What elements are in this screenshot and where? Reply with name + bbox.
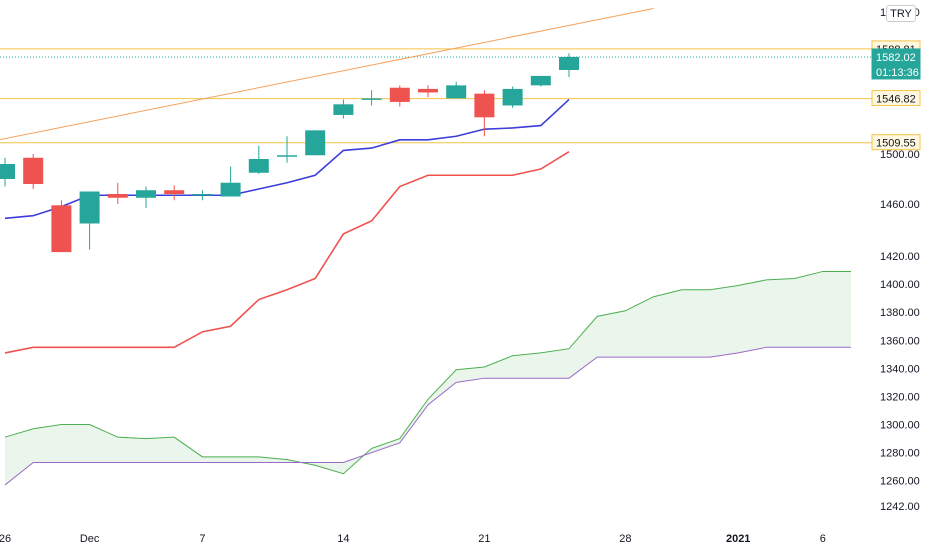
candle-body [248,159,269,173]
candle [418,85,438,98]
candle-body [51,205,72,253]
leading-span-b-line [4,346,851,486]
candle-body [530,75,551,86]
candle [559,53,579,78]
candle [107,182,128,204]
candle [389,85,410,107]
level-mid-label-box [871,90,921,107]
candle-body [277,155,297,157]
candle [446,81,467,99]
candle-body [361,98,382,100]
trendline [0,7,654,141]
candle [530,75,551,87]
candle [333,99,354,119]
y-axis-tick-label: 1400.00 [880,279,920,291]
candle [23,154,44,189]
base-line [4,150,570,354]
y-axis-tick-label: 1242.00 [880,501,920,513]
candle [248,145,269,174]
x-axis-tick-label: 28 [619,533,631,545]
x-axis-tick-label: 6 [820,533,826,545]
candle [361,90,382,106]
candle-body [192,194,213,196]
candle-body [559,56,579,70]
candle [0,157,15,187]
candle [305,130,326,156]
countdown-label-text: 01:13:36 [876,67,919,79]
candle [502,86,523,108]
candle [277,136,297,163]
candle-body [474,93,495,118]
y-axis-tick-label: 1340.00 [880,363,920,375]
ichimoku-cloud [5,271,851,485]
candle-body [164,190,185,194]
candle-body [79,191,100,224]
candle-body [418,88,438,93]
level-mid-label-text: 1546.82 [876,94,916,106]
candle-body [220,182,241,197]
y-axis-tick-label: 1460.00 [880,199,920,211]
candle-body [23,157,44,184]
x-axis-tick-label: Dec [80,533,100,545]
candle [164,185,185,201]
candle-body [389,87,410,102]
y-axis-tick-label: 1300.00 [880,420,920,432]
x-axis-tick-label: 7 [199,533,205,545]
candle [51,200,72,253]
last-price-label-text: 1582.02 [876,52,916,64]
leading-span-a-line [4,270,851,475]
candle-body [0,164,15,179]
x-axis-tick-label: 26 [0,533,11,545]
candle-body [502,88,523,106]
candle-body [136,190,156,198]
x-axis-tick-label: 21 [478,533,490,545]
y-axis-tick-label: 1320.00 [880,391,920,403]
level-low-label-text: 1509.55 [876,138,916,150]
y-axis-tick-label: 1360.00 [880,335,920,347]
candle-body [305,130,326,156]
candle [474,90,495,137]
candle [79,191,100,250]
y-axis-tick-label: 1280.00 [880,448,920,460]
level-low-label-box [871,134,921,151]
countdown-label-box [871,63,921,80]
x-axis-tick-label: 2021 [726,533,750,545]
y-axis-tick-label: 1420.00 [880,251,920,263]
candle-body [107,194,128,198]
candle [192,190,213,201]
x-axis-tick-label: 14 [337,533,349,545]
y-axis-tick-label: 1260.00 [880,476,920,488]
candle [136,186,156,208]
currency-button[interactable]: TRY [886,5,916,22]
candle [220,166,241,197]
y-axis-tick-label: 1500.00 [880,149,920,161]
y-axis-tick-label: 1380.00 [880,307,920,319]
candle-body [333,104,354,115]
candle-body [446,85,467,99]
